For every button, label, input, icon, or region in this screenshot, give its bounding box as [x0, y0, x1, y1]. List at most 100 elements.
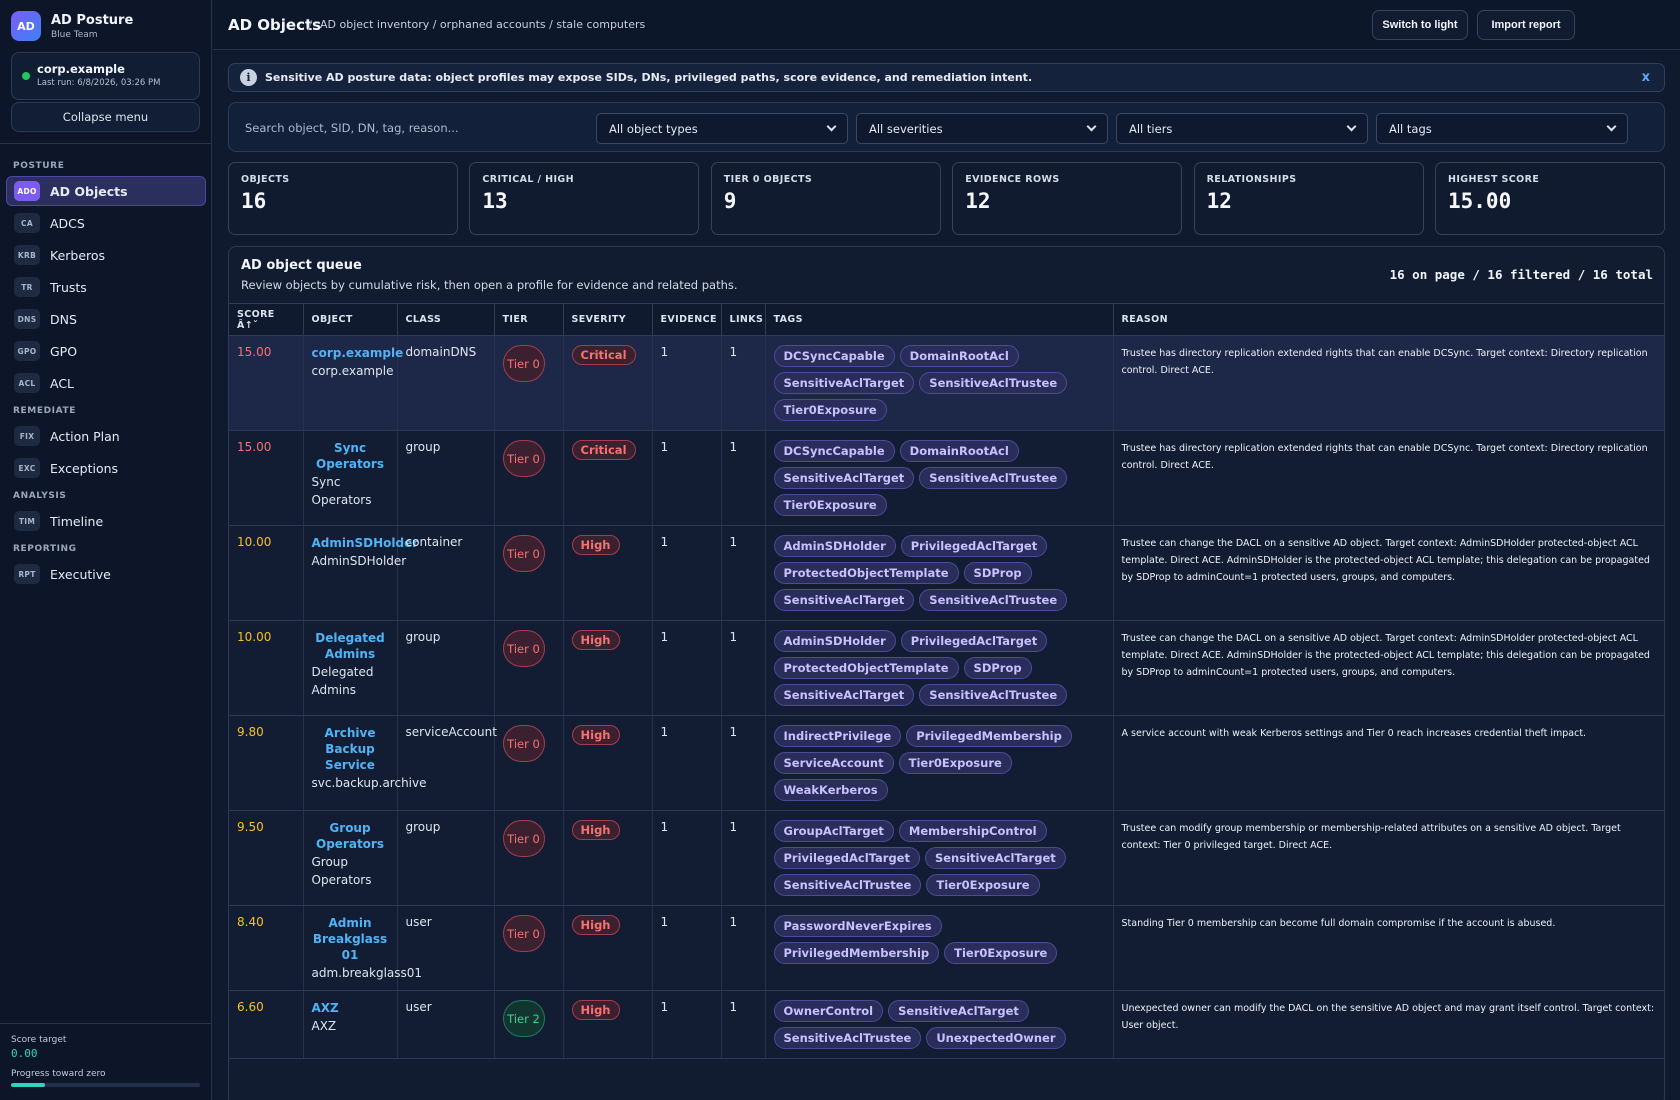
tag-chip[interactable]: SDProp	[963, 562, 1032, 584]
tag-chip[interactable]: PrivilegedMembership	[773, 942, 940, 964]
tag-chip[interactable]: MembershipControl	[898, 820, 1047, 842]
domain-card[interactable]: corp.example Last run: 6/8/2026, 03:26 P…	[11, 52, 200, 100]
sidebar-item-trusts[interactable]: TR Trusts	[6, 272, 206, 302]
tag-chip[interactable]: PrivilegedMembership	[906, 725, 1072, 747]
tag-chip[interactable]: DomainRootAcl	[899, 345, 1019, 367]
tag-chip[interactable]: SensitiveAclTarget	[773, 589, 915, 611]
tag-chip[interactable]: UnexpectedOwner	[926, 1027, 1066, 1049]
tag-chip[interactable]: DCSyncCapable	[773, 440, 895, 462]
tag-chip[interactable]: SensitiveAclTarget	[773, 684, 915, 706]
table-row[interactable]: 8.40 Admin Breakglass 01 adm.breakglass01 u…	[229, 905, 1664, 991]
sidebar-item-action-plan[interactable]: FIX Action Plan	[6, 421, 206, 451]
object-link[interactable]: Admin Breakglass 01	[312, 916, 388, 962]
tier-badge: Tier 0	[502, 630, 545, 667]
switch-theme-button[interactable]: Switch to light	[1372, 10, 1468, 40]
tag-chip[interactable]: PasswordNeverExpires	[773, 915, 942, 937]
tag-chip[interactable]: GroupAclTarget	[773, 820, 894, 842]
tier-select[interactable]: All tiers	[1116, 113, 1368, 144]
tag-chip[interactable]: PrivilegedAclTarget	[773, 847, 920, 869]
sidebar-item-executive[interactable]: RPT Executive	[6, 559, 206, 589]
stat-label: HIGHEST SCORE	[1448, 174, 1540, 185]
tag-select[interactable]: All tags	[1376, 113, 1628, 144]
object-id: Group Operators	[311, 855, 372, 887]
tags-cell: DCSyncCapable DomainRootAcl SensitiveAclTa…	[765, 430, 1114, 526]
sidebar-item-kerberos[interactable]: KRB Kerberos	[6, 240, 206, 270]
object-link[interactable]: AdminSDHolder	[311, 536, 419, 550]
stat-value: 12	[1206, 189, 1232, 213]
tier-badge: Tier 0	[502, 345, 545, 382]
table-row[interactable]: 9.50 Group Operators Group Operators group T…	[229, 810, 1664, 906]
topbar: AD Objects / AD object inventory / orpha…	[213, 0, 1680, 50]
trusts-icon: TR	[14, 277, 40, 297]
tag-chip[interactable]: SensitiveAclTrustee	[773, 1027, 922, 1049]
evidence-cell: 1	[652, 620, 722, 716]
tag-chip[interactable]: Tier0Exposure	[773, 494, 887, 516]
object-link[interactable]: Delegated Admins	[315, 631, 385, 661]
tag-chip[interactable]: SensitiveAclTrustee	[773, 874, 922, 896]
tag-chip[interactable]: SensitiveAclTarget	[773, 467, 915, 489]
sidebar-item-exceptions[interactable]: EXC Exceptions	[6, 453, 206, 483]
object-type-select[interactable]: All object types	[596, 113, 848, 144]
tag-chip[interactable]: SensitiveAclTarget	[924, 847, 1066, 869]
tag-chip[interactable]: Tier0Exposure	[773, 399, 887, 421]
object-link[interactable]: Sync Operators	[316, 441, 384, 471]
tag-chip[interactable]: SensitiveAclTrustee	[919, 467, 1068, 489]
tag-chip[interactable]: ProtectedObjectTemplate	[773, 657, 959, 679]
table-row[interactable]: 15.00 corp.example corp.example domainDNS Ti…	[229, 335, 1664, 431]
stat-card-tier-0-objects: TIER 0 OBJECTS 9	[710, 162, 941, 235]
object-link[interactable]: Group Operators	[316, 821, 384, 851]
table-row[interactable]: 9.80 Archive Backup Service svc.backup.arc…	[229, 715, 1664, 811]
tag-chip[interactable]: OwnerControl	[773, 1000, 884, 1022]
table-row[interactable]: 15.00 Sync Operators Sync Operators group Ti…	[229, 430, 1664, 526]
object-cell: AXZ AXZ	[303, 990, 398, 1059]
tag-chip[interactable]: ServiceAccount	[773, 752, 894, 774]
tag-chip[interactable]: Tier0Exposure	[926, 874, 1040, 896]
tag-chip[interactable]: SensitiveAclTrustee	[919, 372, 1068, 394]
queue-subtitle: Review objects by cumulative risk, then …	[241, 278, 738, 292]
sidebar-item-ad-objects[interactable]: ADO AD Objects	[6, 176, 206, 206]
table-row[interactable]: 10.00 AdminSDHolder AdminSDHolder container…	[229, 525, 1664, 621]
class-cell: group	[397, 810, 495, 906]
tag-chip[interactable]: DomainRootAcl	[899, 440, 1019, 462]
tag-chip[interactable]: SensitiveAclTrustee	[919, 589, 1068, 611]
collapse-menu-button[interactable]: Collapse menu	[11, 102, 200, 132]
close-icon[interactable]: x	[1641, 70, 1650, 85]
object-id: AXZ	[311, 1019, 337, 1033]
sidebar-item-gpo[interactable]: GPO GPO	[6, 336, 206, 366]
tag-chip[interactable]: SensitiveAclTrustee	[919, 684, 1068, 706]
score-target-panel: Score target 0.00 Progress toward zero	[0, 1023, 212, 1100]
tag-chip[interactable]: ProtectedObjectTemplate	[773, 562, 959, 584]
tag-chip[interactable]: SDProp	[963, 657, 1032, 679]
object-id: Sync Operators	[311, 475, 372, 507]
tag-chip[interactable]: AdminSDHolder	[773, 630, 896, 652]
tag-chip[interactable]: Tier0Exposure	[898, 752, 1012, 774]
table-row[interactable]: 10.00 Delegated Admins Delegated Admins gro…	[229, 620, 1664, 716]
object-link[interactable]: AXZ	[311, 1001, 339, 1015]
object-link[interactable]: corp.example	[311, 346, 404, 360]
tier-cell: Tier 2	[494, 990, 564, 1059]
sidebar-item-label: Timeline	[50, 513, 104, 529]
tag-chip[interactable]: SensitiveAclTarget	[773, 372, 915, 394]
sidebar-item-acl[interactable]: ACL ACL	[6, 368, 206, 398]
sidebar-item-adcs[interactable]: CA ADCS	[6, 208, 206, 238]
tag-chip[interactable]: AdminSDHolder	[773, 535, 896, 557]
table-row[interactable]: 6.60 AXZ AXZ user Tier 2 High 1 1 OwnerControl Se…	[229, 990, 1664, 1059]
column-header[interactable]: SCORE Â↑ˇ	[229, 303, 304, 336]
tag-chip[interactable]: PrivilegedAclTarget	[900, 630, 1048, 652]
tags-cell: OwnerControl SensitiveAclTarget SensitiveA…	[765, 990, 1114, 1059]
tag-chip[interactable]: Tier0Exposure	[944, 942, 1058, 964]
tier-badge: Tier 0	[502, 535, 545, 572]
notice-text: Sensitive AD posture data: object profil…	[265, 71, 1033, 84]
tag-chip[interactable]: WeakKerberos	[773, 779, 888, 801]
reason-cell: Unexpected owner can modify the DACL on …	[1113, 990, 1664, 1059]
object-link[interactable]: Archive Backup Service	[324, 726, 376, 772]
severity-select[interactable]: All severities	[856, 113, 1108, 144]
tag-chip[interactable]: DCSyncCapable	[773, 345, 895, 367]
search-input[interactable]: Search object, SID, DN, tag, reason...	[245, 121, 459, 135]
sidebar-item-timeline[interactable]: TIM Timeline	[6, 506, 206, 536]
tag-chip[interactable]: SensitiveAclTarget	[888, 1000, 1029, 1022]
sidebar-item-dns[interactable]: DNS DNS	[6, 304, 206, 334]
import-report-button[interactable]: Import report	[1477, 10, 1575, 40]
tag-chip[interactable]: PrivilegedAclTarget	[900, 535, 1048, 557]
tag-chip[interactable]: IndirectPrivilege	[773, 725, 902, 747]
